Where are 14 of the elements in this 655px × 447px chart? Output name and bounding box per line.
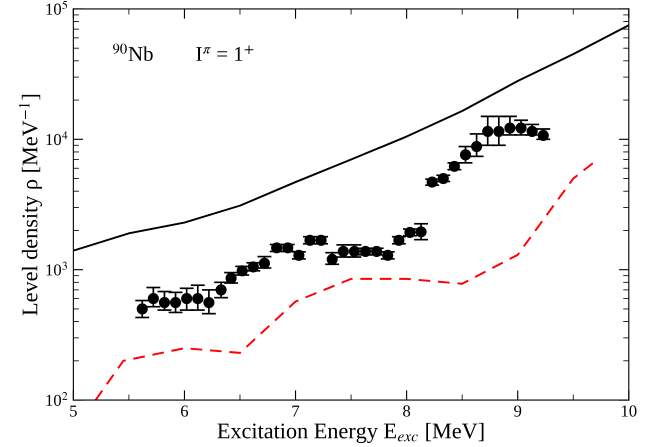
x-tick-label: 5 bbox=[70, 406, 77, 417]
y-tick-label: 10$^{4}$ bbox=[46, 131, 68, 146]
x-tick-label: 8 bbox=[403, 405, 410, 417]
x-tick-label: 10 bbox=[622, 405, 636, 417]
x-tick-label: 6 bbox=[180, 405, 188, 417]
x-axis-title: Excitation Energy E$_{exc}$ [MeV] bbox=[217, 422, 484, 444]
y-axis-title: Level density ρ [MeV$^{−1}$] bbox=[18, 94, 42, 316]
y-tick-label: 10$^{3}$ bbox=[46, 262, 67, 276]
annotation: $^{90}$Nb bbox=[113, 44, 153, 62]
x-tick-label: 9 bbox=[514, 405, 522, 417]
annotation: I$^{π}$ = 1$^{+}$ bbox=[196, 45, 254, 61]
y-tick-label: 10$^{2}$ bbox=[46, 392, 68, 406]
x-tick-label: 7 bbox=[292, 406, 300, 416]
y-tick-label: 10$^{5}$ bbox=[46, 0, 68, 15]
